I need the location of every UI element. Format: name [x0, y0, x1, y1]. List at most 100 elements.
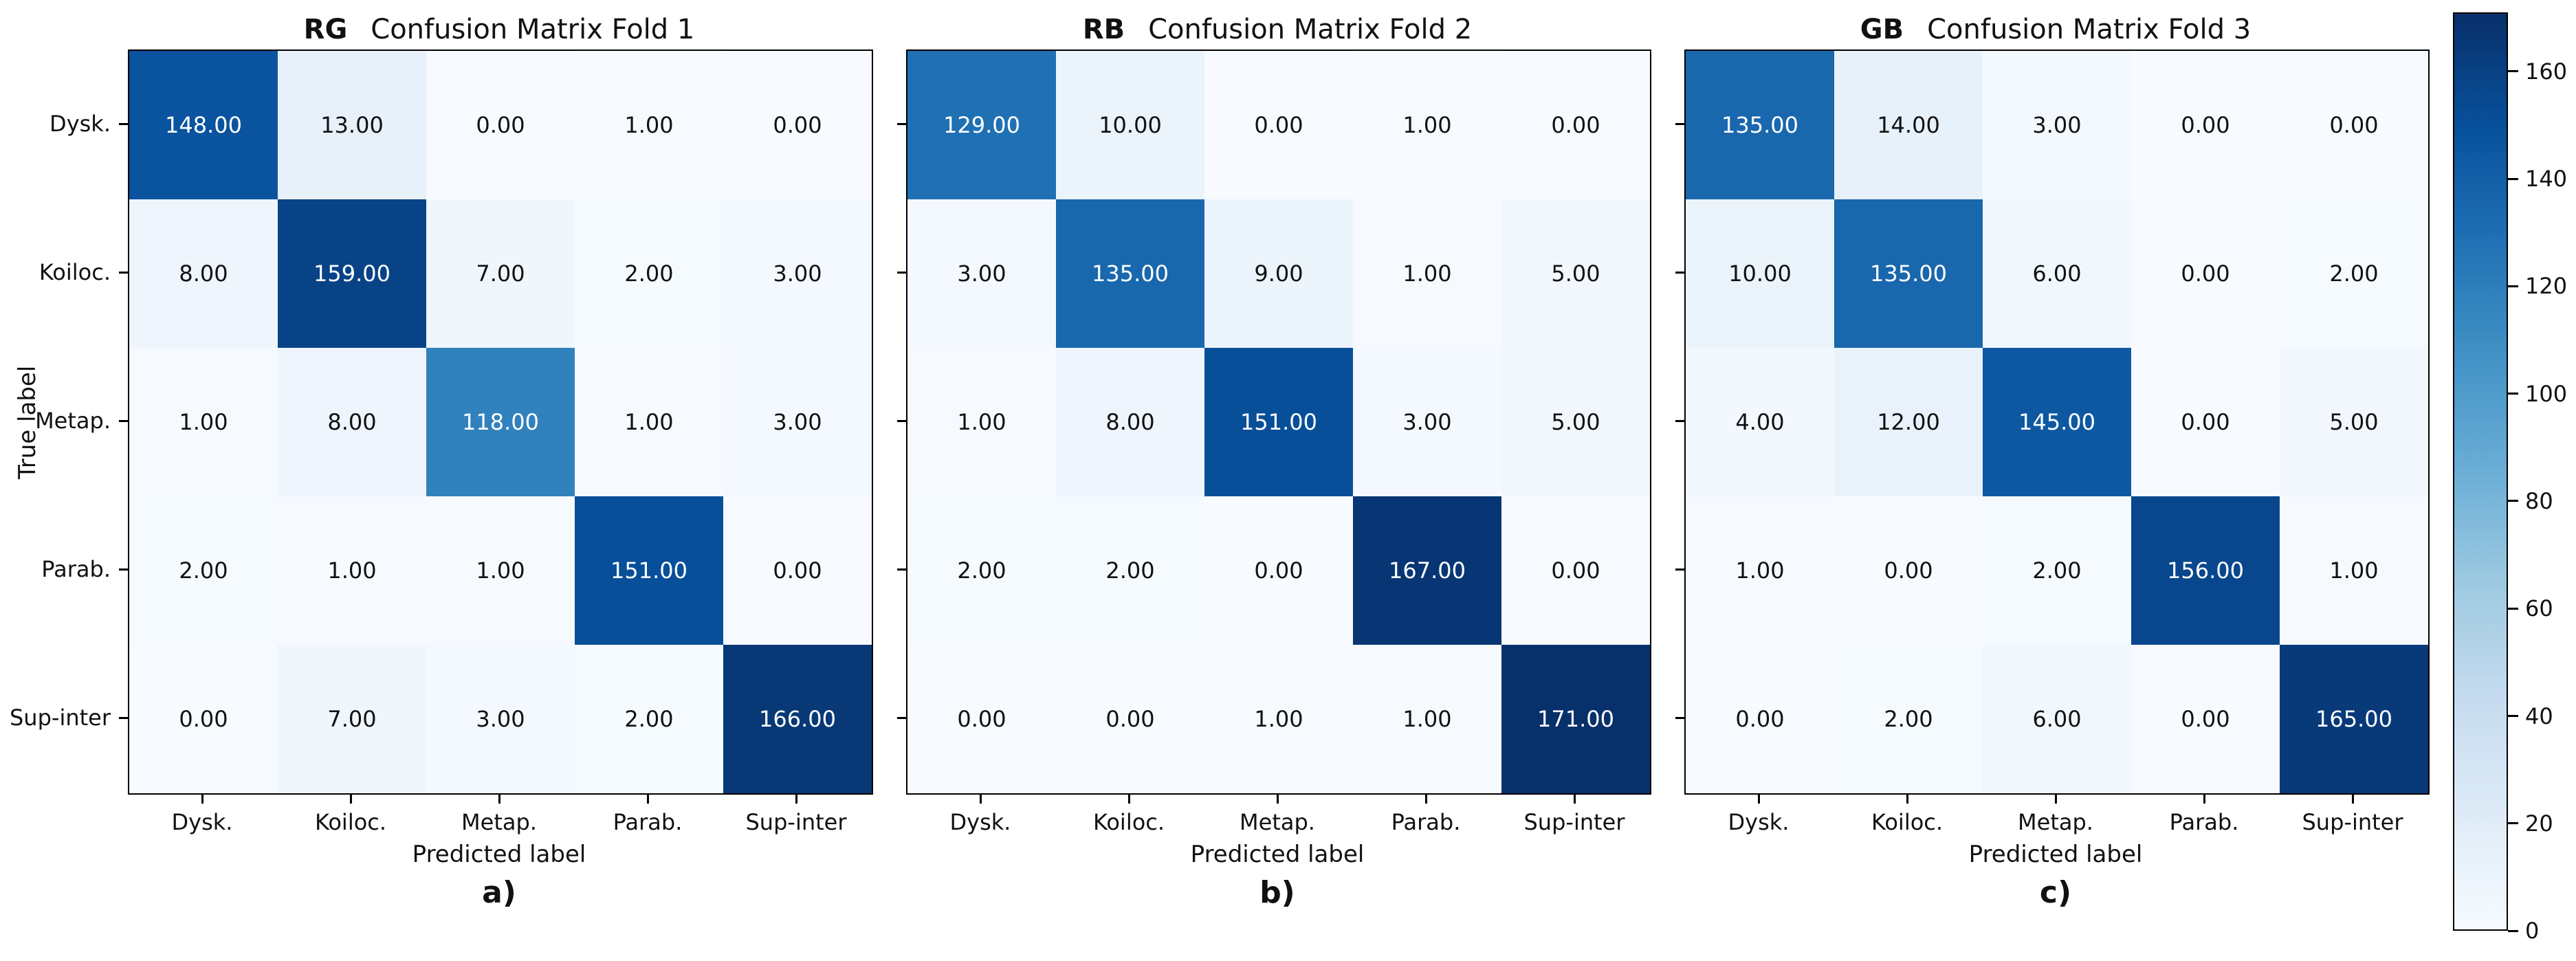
x-tick-label-text: Dysk.: [949, 809, 1011, 835]
heatmap-cell: 3.00: [1983, 51, 2131, 199]
heatmap-cell: 5.00: [2280, 348, 2428, 496]
colorbar-tick: 60: [2508, 595, 2553, 621]
heatmap-cell: 3.00: [426, 645, 575, 793]
heatmap-cell: 135.00: [1686, 51, 1834, 199]
heatmap-grid: 135.00 14.00 3.00 0.00 0.00 10.00 135.00 6.00 0.…: [1684, 49, 2430, 795]
x-tick-label: Dysk.: [906, 795, 1055, 835]
heatmap-cell: 1.00: [575, 348, 723, 496]
tick-mark: [1757, 795, 1760, 804]
tick-mark: [2508, 822, 2518, 825]
tick-mark: [2508, 70, 2518, 73]
x-tick-label-text: Metap.: [2018, 809, 2093, 835]
y-tick-mark: [1666, 346, 1684, 495]
y-tick-marks: [888, 49, 906, 795]
y-tick-label: Metap.: [35, 346, 128, 495]
x-tick-label-text: Sup-inter: [2302, 809, 2403, 835]
heatmap-cell: 2.00: [575, 199, 723, 348]
y-tick-mark: [1666, 198, 1684, 346]
y-tick-mark: [888, 49, 906, 198]
y-tick-mark: [888, 198, 906, 346]
colorbar-tick: 100: [2508, 381, 2567, 407]
tick-mark: [119, 716, 128, 719]
tick-mark: [2508, 500, 2518, 502]
plot-area: True label Dysk. Koiloc. Metap. Parab. Sup-i…: [10, 49, 873, 795]
y-tick-label-text: Koiloc.: [38, 259, 111, 285]
heatmap-grid: 129.00 10.00 0.00 1.00 0.00 3.00 135.00 9.00 1.0…: [906, 49, 1651, 795]
colorbar-tick-label: 20: [2525, 810, 2553, 837]
colorbar-tick-label: 120: [2525, 273, 2568, 300]
colorbar-tick: 20: [2508, 810, 2553, 837]
tick-mark: [119, 122, 128, 125]
tick-mark: [795, 795, 797, 804]
x-axis-title: Predicted label: [412, 841, 586, 868]
heatmap-cell: 0.00: [1056, 645, 1204, 793]
y-tick-mark: [888, 495, 906, 643]
tick-mark: [1675, 271, 1684, 274]
x-tick-label: Koiloc.: [1833, 795, 1981, 835]
heatmap-cell: 2.00: [1834, 645, 1983, 793]
colorbar-tick-label: 0: [2525, 918, 2540, 944]
x-tick-label: Metap.: [1203, 795, 1352, 835]
heatmap-cell: 151.00: [575, 496, 723, 645]
tick-mark: [201, 795, 203, 804]
heatmap-cell: 5.00: [1501, 348, 1650, 496]
x-tick-label-text: Sup-inter: [1523, 809, 1625, 835]
heatmap-cell: 0.00: [2131, 199, 2280, 348]
heatmap-cell: 2.00: [1983, 496, 2131, 645]
y-tick-label-text: Sup-inter: [9, 705, 111, 731]
colorbar: 0 20 40 60 80 100 120 140 160: [2453, 12, 2576, 944]
heatmap-cell: 165.00: [2280, 645, 2428, 793]
heatmap-cell: 1.00: [1686, 496, 1834, 645]
heatmap-cell: 1.00: [2280, 496, 2428, 645]
heatmap-cell: 0.00: [1686, 645, 1834, 793]
x-tick-label: Sup-inter: [1500, 795, 1649, 835]
x-tick-label: Koiloc.: [1055, 795, 1203, 835]
heatmap-cell: 135.00: [1834, 199, 1983, 348]
heatmap-cell: 0.00: [2131, 348, 2280, 496]
tick-mark: [1906, 795, 1908, 804]
chart-title-text: Confusion Matrix Fold 2: [1148, 14, 1473, 45]
y-tick-label: Dysk.: [45, 49, 128, 198]
colorbar-tick: 0: [2508, 918, 2539, 944]
y-tick-marks: [1666, 49, 1684, 795]
y-tick-label: Koiloc.: [39, 198, 128, 346]
tick-mark: [119, 419, 128, 422]
heatmap-cell: 159.00: [278, 199, 426, 348]
heatmap-cell: 1.00: [1353, 51, 1501, 199]
colorbar-tick: 80: [2508, 488, 2553, 514]
tick-mark: [349, 795, 352, 804]
x-tick-label-text: Parab.: [2169, 809, 2239, 835]
heatmap-cell: 0.00: [723, 496, 872, 645]
colorbar-tick: 140: [2508, 166, 2567, 192]
tick-mark: [2203, 795, 2205, 804]
heatmap-cell: 0.00: [1501, 51, 1650, 199]
confusion-matrix-panel-1: RG Confusion Matrix Fold 1 True label Dys…: [10, 10, 873, 910]
heatmap-cell: 1.00: [129, 348, 278, 496]
heatmap-cell: 1.00: [907, 348, 1056, 496]
tick-mark: [1276, 795, 1279, 804]
x-tick-label: Koiloc.: [276, 795, 425, 835]
plot-area: 135.00 14.00 3.00 0.00 0.00 10.00 135.00 6.00 0.…: [1666, 49, 2430, 795]
chart-title-text: Confusion Matrix Fold 1: [371, 14, 695, 45]
tick-mark: [2508, 393, 2518, 395]
colorbar-tick-label: 60: [2525, 595, 2553, 622]
heatmap-grid: 148.00 13.00 0.00 1.00 0.00 8.00 159.00 7.00 2.0…: [128, 49, 873, 795]
heatmap-cell: 0.00: [1834, 496, 1983, 645]
y-tick-mark: [1666, 495, 1684, 643]
x-tick-label-text: Koiloc.: [1092, 809, 1165, 835]
heatmap-cell: 2.00: [2280, 199, 2428, 348]
heatmap-cell: 0.00: [1204, 51, 1353, 199]
heatmap-cell: 9.00: [1204, 199, 1353, 348]
heatmap-cell: 156.00: [2131, 496, 2280, 645]
heatmap-cell: 0.00: [2131, 645, 2280, 793]
heatmap-cell: 6.00: [1983, 645, 2131, 793]
heatmap-cell: 8.00: [278, 348, 426, 496]
heatmap-cell: 7.00: [278, 645, 426, 793]
colorbar-tick-label: 80: [2525, 487, 2553, 514]
heatmap-cell: 1.00: [1204, 645, 1353, 793]
colorbar-tick: 120: [2508, 273, 2567, 299]
heatmap-cell: 2.00: [575, 645, 723, 793]
heatmap-cell: 10.00: [1056, 51, 1204, 199]
y-tick-label-text: Metap.: [35, 408, 111, 434]
tick-mark: [1424, 795, 1427, 804]
